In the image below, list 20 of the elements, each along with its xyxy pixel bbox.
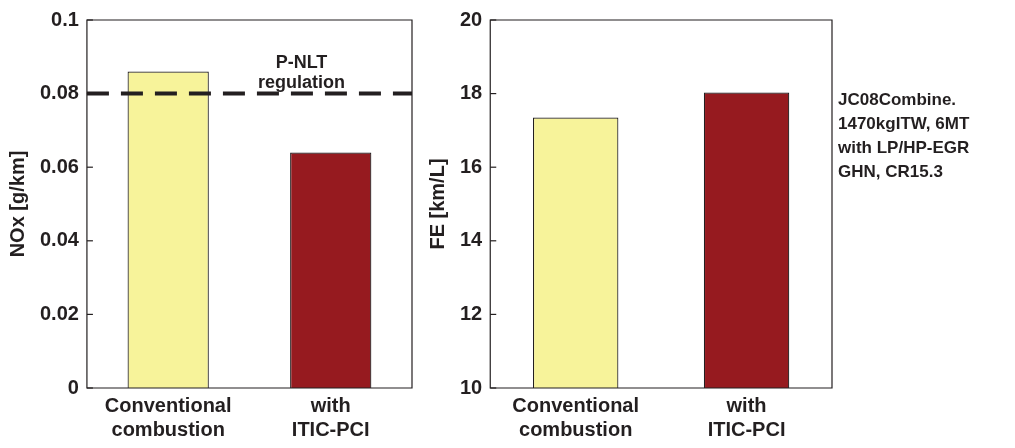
- x-tick-label: Conventional combustion: [512, 393, 640, 440]
- y-axis-title: NOx [g/km]: [5, 150, 28, 258]
- y-tick-label: 12: [460, 301, 483, 324]
- x-tick-label: with ITIC-PCI: [707, 393, 786, 440]
- y-tick-label: 0.06: [39, 154, 79, 177]
- y-tick-label: 16: [460, 154, 483, 177]
- y-axis-title: FE [km/L]: [425, 158, 448, 250]
- y-tick-label: 18: [460, 81, 483, 104]
- y-tick-label: 0.02: [39, 301, 79, 324]
- y-tick-label: 10: [460, 375, 483, 398]
- y-tick-label: 0.1: [51, 7, 79, 30]
- x-tick-label: Conventional combustion: [104, 393, 232, 440]
- y-tick-label: 0.08: [39, 81, 79, 104]
- ref-line-label: P-NLT regulation: [257, 51, 345, 92]
- x-tick-label: with ITIC-PCI: [291, 393, 370, 440]
- y-tick-label: 14: [460, 228, 484, 251]
- y-tick-label: 0: [67, 375, 79, 398]
- y-tick-label: 0.04: [39, 228, 80, 251]
- y-tick-label: 20: [460, 7, 483, 30]
- text: JC08Combine. 1470kgITW, 6MT with LP/HP-EGR GHN, CR15.3: [838, 89, 970, 183]
